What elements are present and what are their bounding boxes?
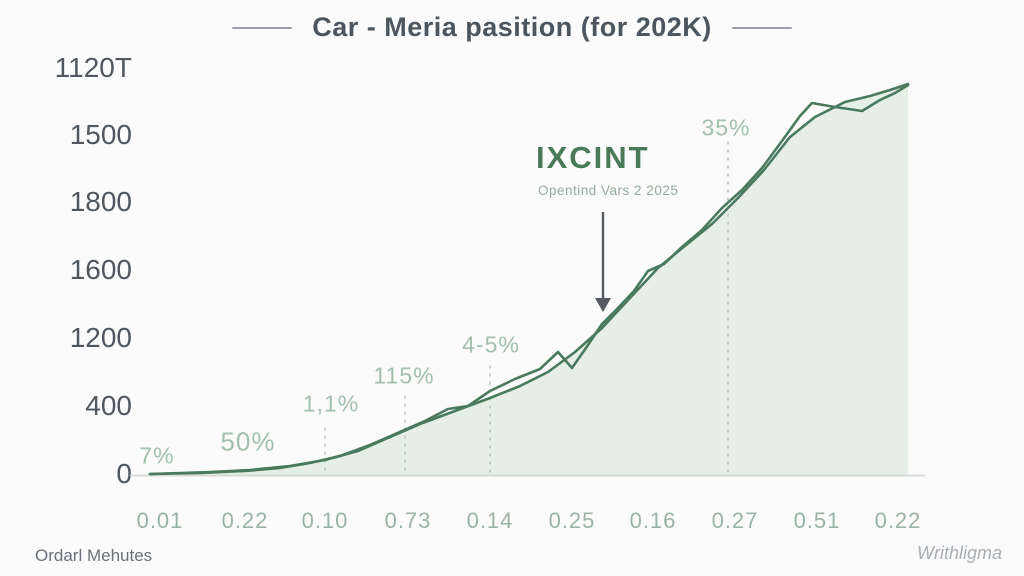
dashed-guides-group [324,141,729,473]
annotation-label: 115% [373,362,435,389]
y-axis-tick: 1200 [69,322,132,353]
title-row: Car - Meria pasition (for 202K) [0,12,1024,43]
annotation-label: 7% [139,442,175,469]
annotation-label: 1,1% [302,390,360,417]
watermark: Writhligma [916,543,1002,563]
series-line-smooth [148,82,910,476]
annotation-label: 35% [701,114,751,141]
y-axis-tick: 1800 [69,186,132,217]
x-axis-tick: 0.01 [136,508,184,533]
annotation-label: 50% [220,426,276,457]
x-axis-tick: 0.27 [711,508,759,533]
series-area-fill [150,84,908,475]
footer-caption: Ordarl Mehutes [35,546,153,565]
x-axis-tick: 0.10 [301,508,349,533]
center-callout: IXCINT Opentind Vars 2 2025 [536,140,678,198]
y-axis-tick: 1120T [54,52,132,83]
center-callout-heading: IXCINT [536,140,650,175]
page-title: Car - Meria pasition (for 202K) [312,12,712,42]
x-axis-tick: 0.25 [548,508,596,533]
y-axis-tick: 1600 [69,254,132,285]
y-axis-tick: 1500 [69,119,132,150]
x-axis-tick: 0.22 [221,508,269,533]
center-callout-subheading: Opentind Vars 2 2025 [538,183,679,198]
y-axis-tick: 400 [85,390,132,421]
x-axis-tick: 0.14 [466,508,514,533]
annotation-label: 4-5% [462,331,520,358]
y-axis-tick: 0 [116,458,132,489]
series-line-jagged [148,83,910,476]
x-axis-tick: 0.73 [384,508,432,533]
x-axis-tick: 0.22 [874,508,922,533]
x-axis-tick: 0.16 [629,508,677,533]
title-rule-right [731,26,792,29]
x-axis-tick: 0.51 [793,508,841,533]
title-rule-left [232,26,293,29]
down-arrow-icon [595,212,611,312]
